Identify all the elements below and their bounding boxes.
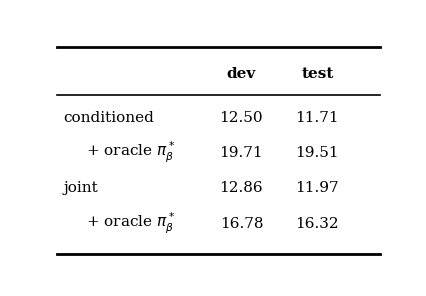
Text: test: test bbox=[301, 67, 334, 81]
Text: 16.32: 16.32 bbox=[296, 217, 339, 231]
Text: 19.71: 19.71 bbox=[220, 146, 263, 160]
Text: + oracle $\pi^*_{\beta}$: + oracle $\pi^*_{\beta}$ bbox=[86, 140, 176, 165]
Text: 11.71: 11.71 bbox=[296, 111, 339, 125]
Text: joint: joint bbox=[63, 181, 98, 195]
Text: 12.86: 12.86 bbox=[220, 181, 263, 195]
Text: 11.97: 11.97 bbox=[296, 181, 339, 195]
Text: 12.50: 12.50 bbox=[220, 111, 263, 125]
Text: 19.51: 19.51 bbox=[296, 146, 339, 160]
Text: 16.78: 16.78 bbox=[220, 217, 263, 231]
Text: dev: dev bbox=[227, 67, 256, 81]
Text: + oracle $\pi^*_{\beta}$: + oracle $\pi^*_{\beta}$ bbox=[86, 211, 176, 236]
Text: conditioned: conditioned bbox=[63, 111, 154, 125]
